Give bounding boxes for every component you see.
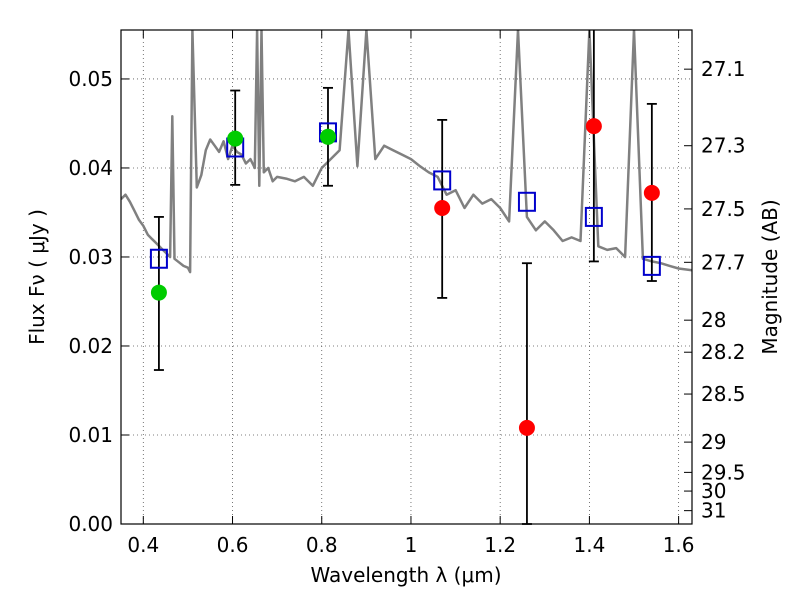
model-spectrum — [121, 30, 692, 274]
y-tick-label: 0.02 — [68, 334, 113, 358]
x-tick-label: 1.2 — [484, 533, 516, 557]
y2-tick-label: 27.3 — [701, 134, 746, 158]
x-tick-label: 1 — [405, 533, 418, 557]
y-tick-label: 0.00 — [68, 512, 113, 536]
y-ticks: 0.00 0.01 0.02 0.03 0.04 0.05 — [68, 67, 129, 536]
flux-point — [585, 118, 602, 135]
grid — [121, 30, 692, 525]
y-tick-label: 0.04 — [68, 156, 113, 180]
flux-point — [319, 128, 336, 145]
axes-frame — [120, 29, 693, 525]
y-tick-label: 0.05 — [68, 67, 113, 91]
flux-point — [227, 130, 244, 147]
x-axis-label: Wavelength λ (μm) — [310, 563, 501, 587]
y2-tick-label: 28.2 — [701, 340, 746, 364]
flux-point — [434, 200, 451, 217]
y-axis-label: Flux Fν ( μJy ) — [25, 209, 49, 345]
synthetic-photometry-square — [642, 255, 661, 276]
synthetic-photometry-square — [433, 170, 452, 191]
x-tick-label: 0.4 — [127, 533, 159, 557]
observed-flux-points — [150, 118, 660, 436]
y2-tick-label: 27.1 — [701, 57, 746, 81]
y2-axis-label: Magnitude (AB) — [758, 199, 782, 354]
model-spectrum-line — [121, 30, 692, 274]
synthetic-photometry-square — [517, 191, 536, 212]
error-bars — [153, 30, 657, 525]
plot-frame — [120, 29, 693, 525]
y-tick-label: 0.03 — [68, 245, 113, 269]
flux-point — [643, 184, 660, 201]
x-tick-label: 0.8 — [306, 533, 338, 557]
synthetic-photometry-square — [584, 206, 603, 227]
synthetic-photometry-square — [149, 248, 168, 269]
flux-point — [518, 419, 535, 436]
y2-tick-label: 30 — [701, 479, 726, 503]
y2-tick-label: 31 — [701, 499, 726, 523]
x-ticks: 0.4 0.6 0.8 1 1.2 1.4 1.6 — [127, 30, 695, 557]
x-tick-label: 0.6 — [217, 533, 249, 557]
y2-tick-label: 28 — [701, 308, 726, 332]
y2-tick-label: 27.5 — [701, 197, 746, 221]
synthetic-photometry-markers — [149, 122, 661, 276]
flux-point — [150, 284, 167, 301]
y2-tick-label: 29.5 — [701, 460, 746, 484]
y2-tick-label: 29 — [701, 430, 726, 454]
y2-tick-label: 28.5 — [701, 382, 746, 406]
y-tick-label: 0.01 — [68, 423, 113, 447]
x-tick-label: 1.6 — [663, 533, 695, 557]
x-tick-label: 1.4 — [573, 533, 605, 557]
y2-tick-label: 27.7 — [701, 250, 746, 274]
